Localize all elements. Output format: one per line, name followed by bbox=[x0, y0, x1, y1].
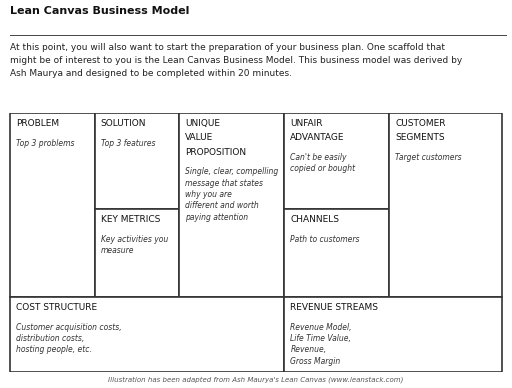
Text: Illustration has been adapted from Ash Maurya's Lean Canvas (www.leanstack.com): Illustration has been adapted from Ash M… bbox=[109, 376, 403, 383]
Text: Target customers: Target customers bbox=[395, 153, 462, 162]
Text: Top 3 problems: Top 3 problems bbox=[16, 139, 75, 147]
Bar bbox=[95, 113, 179, 209]
Text: UNFAIR: UNFAIR bbox=[290, 119, 323, 128]
Text: Lean Canvas Business Model: Lean Canvas Business Model bbox=[10, 6, 189, 16]
Text: Can't be easily
copied or bought: Can't be easily copied or bought bbox=[290, 153, 355, 173]
Text: CHANNELS: CHANNELS bbox=[290, 215, 339, 224]
Text: Path to customers: Path to customers bbox=[290, 235, 360, 244]
Text: At this point, you will also want to start the preparation of your business plan: At this point, you will also want to sta… bbox=[10, 43, 462, 78]
Text: REVENUE STREAMS: REVENUE STREAMS bbox=[290, 303, 378, 312]
Text: VALUE: VALUE bbox=[185, 133, 214, 142]
Bar bbox=[179, 113, 284, 296]
Text: PROBLEM: PROBLEM bbox=[16, 119, 59, 128]
Text: UNIQUE: UNIQUE bbox=[185, 119, 220, 128]
Text: KEY METRICS: KEY METRICS bbox=[101, 215, 160, 224]
Bar bbox=[284, 113, 389, 209]
Text: Single, clear, compelling
message that states
why you are
different and worth
pa: Single, clear, compelling message that s… bbox=[185, 167, 279, 222]
Bar bbox=[10, 296, 284, 372]
Bar bbox=[95, 209, 179, 296]
Text: PROPOSITION: PROPOSITION bbox=[185, 147, 246, 157]
Text: Key activities you
measure: Key activities you measure bbox=[101, 235, 168, 255]
Text: Customer acquisition costs,
distribution costs,
hosting people, etc.: Customer acquisition costs, distribution… bbox=[16, 322, 122, 354]
Text: COST STRUCTURE: COST STRUCTURE bbox=[16, 303, 97, 312]
Bar bbox=[284, 209, 389, 296]
Text: SEGMENTS: SEGMENTS bbox=[395, 133, 445, 142]
Bar bbox=[10, 113, 95, 296]
Text: SOLUTION: SOLUTION bbox=[101, 119, 146, 128]
Bar bbox=[389, 113, 502, 296]
Text: ADVANTAGE: ADVANTAGE bbox=[290, 133, 345, 142]
Bar bbox=[284, 296, 502, 372]
Text: Top 3 features: Top 3 features bbox=[101, 139, 155, 147]
Text: CUSTOMER: CUSTOMER bbox=[395, 119, 446, 128]
Text: Revenue Model,
Life Time Value,
Revenue,
Gross Margin: Revenue Model, Life Time Value, Revenue,… bbox=[290, 322, 352, 366]
